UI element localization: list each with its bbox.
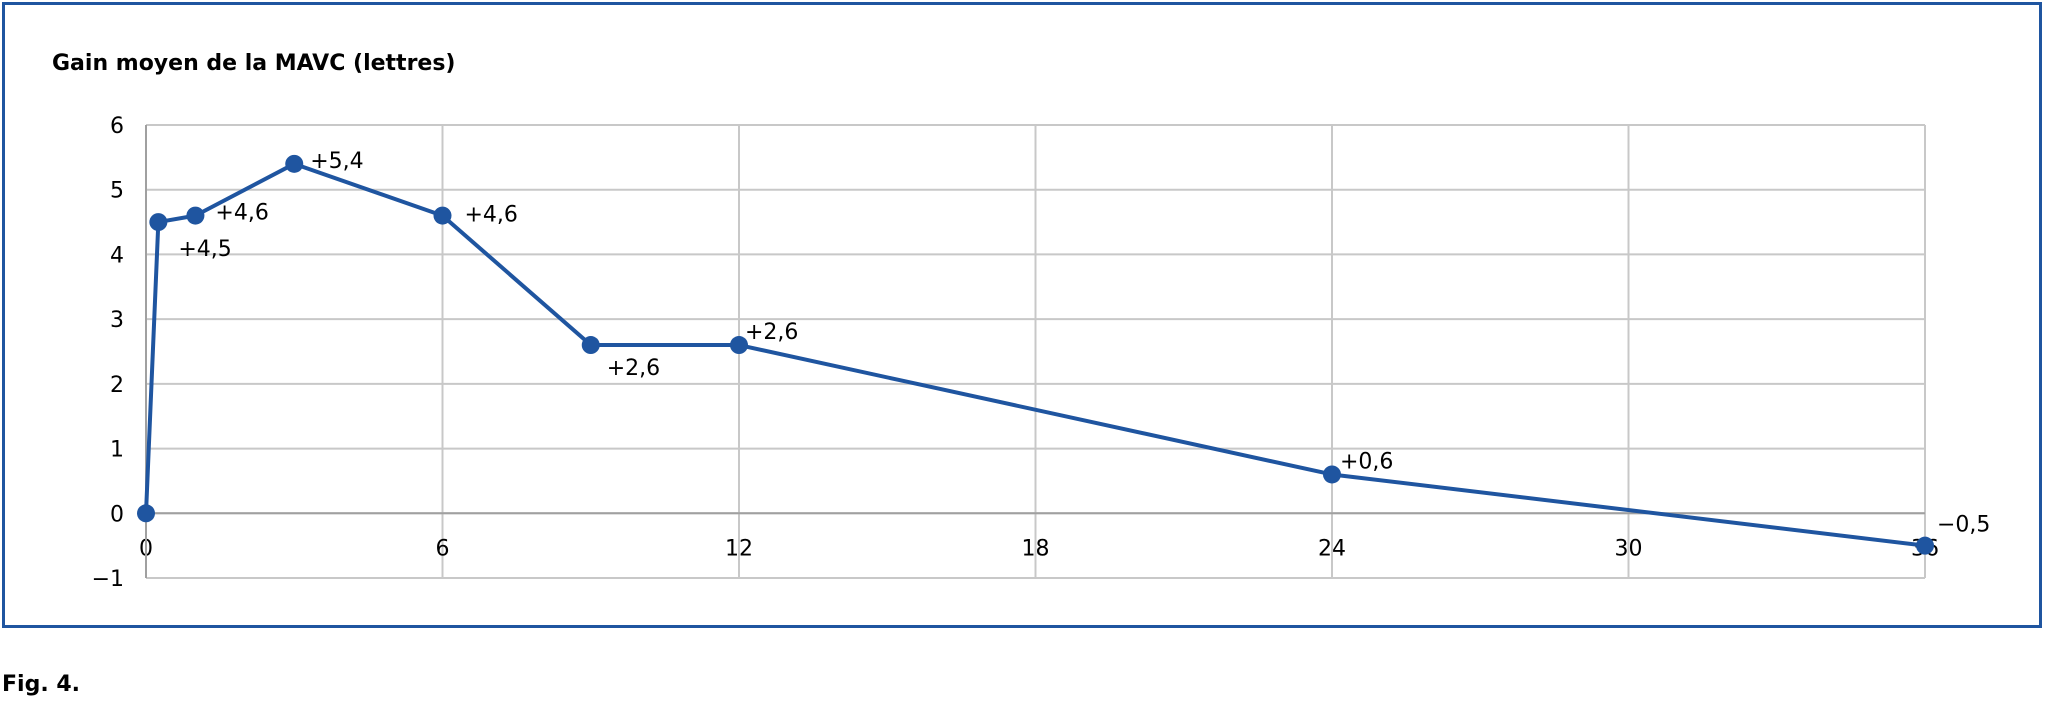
y-tick-label: 6 <box>110 114 124 139</box>
data-point <box>433 206 452 225</box>
x-tick-label: 12 <box>725 536 753 561</box>
grid-layer <box>145 124 1926 579</box>
data-label: +2,6 <box>607 356 660 381</box>
y-tick-label: 2 <box>110 373 124 398</box>
chart-title: Gain moyen de la MAVC (lettres) <box>52 51 456 76</box>
data-point <box>730 336 748 355</box>
x-tick-label: 24 <box>1318 536 1346 561</box>
chart-frame <box>2 2 2042 628</box>
data-label: +4,6 <box>465 203 518 228</box>
data-label: +4,6 <box>215 201 268 226</box>
x-tick-label: 6 <box>436 536 450 561</box>
y-tick-label: 3 <box>110 308 124 333</box>
data-label-layer: +4,5 +4,6 +5,4 +4,6 +2,6 +2,6 +0,6 −0,5 <box>178 149 1990 538</box>
y-tick-label: −1 <box>92 567 124 592</box>
data-point <box>285 154 304 173</box>
data-label: +2,6 <box>745 320 798 345</box>
data-label: +0,6 <box>1340 449 1393 474</box>
y-tick-label: 1 <box>110 438 124 463</box>
x-tick-label: 30 <box>1615 536 1643 561</box>
y-tick-label: 4 <box>110 243 124 268</box>
data-label: −0,5 <box>1937 513 1990 538</box>
data-label: +4,5 <box>178 237 231 262</box>
figure-caption: Fig. 4. <box>2 672 80 697</box>
y-tick-label: 0 <box>110 502 124 527</box>
line-chart: Gain moyen de la MAVC (lettres) 06121824… <box>52 51 1990 592</box>
data-point <box>581 336 600 355</box>
data-point <box>1323 465 1341 484</box>
data-point <box>149 213 168 232</box>
data-point <box>186 206 205 225</box>
data-label: +5,4 <box>310 149 363 174</box>
x-tick-label: 18 <box>1022 536 1050 561</box>
y-tick-label: 5 <box>110 179 124 204</box>
data-point <box>137 504 155 523</box>
series-layer <box>137 154 1934 555</box>
data-point <box>1916 536 1934 555</box>
